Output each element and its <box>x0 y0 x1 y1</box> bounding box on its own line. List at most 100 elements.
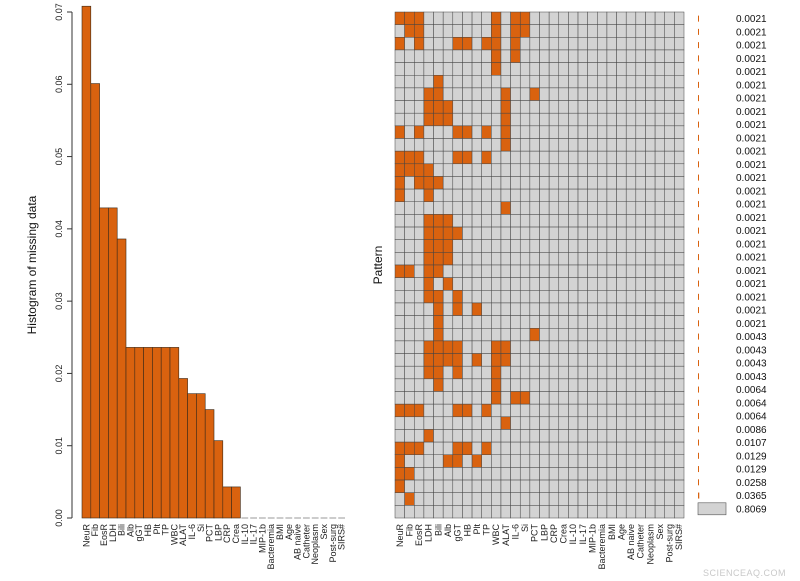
pattern-cell <box>414 403 425 418</box>
pattern-cell <box>462 264 473 278</box>
pattern-cell <box>452 492 463 506</box>
x-tick-label: Bili <box>117 524 127 536</box>
pattern-cell <box>442 87 454 101</box>
pattern-cell <box>423 75 434 89</box>
pattern-cell <box>577 479 588 493</box>
frequency-bar <box>698 479 699 486</box>
pattern-cell <box>606 75 617 89</box>
pattern-cell <box>625 353 637 367</box>
pattern-cell <box>394 112 405 127</box>
pattern-cell <box>674 49 685 63</box>
pattern-column-label: Fib <box>404 524 414 537</box>
frequency-bar <box>698 214 699 221</box>
frequency-bar <box>698 161 699 168</box>
pattern-cell <box>635 467 646 481</box>
pattern-cell <box>414 37 425 51</box>
frequency-label: 0.0021 <box>736 133 767 144</box>
pattern-cell <box>587 176 598 190</box>
pattern-cell <box>433 315 444 329</box>
pattern-cell <box>635 492 646 506</box>
pattern-cell <box>433 429 444 443</box>
pattern-cell <box>577 277 588 291</box>
pattern-cell <box>481 429 492 443</box>
pattern-cell <box>481 328 492 342</box>
pattern-cell <box>471 454 482 468</box>
pattern-cell <box>577 252 588 266</box>
pattern-cell <box>471 492 482 506</box>
pattern-cell <box>462 176 473 190</box>
pattern-cell <box>491 467 502 481</box>
pattern-cell <box>625 277 637 291</box>
pattern-cell <box>568 176 579 190</box>
pattern-cell <box>674 391 685 405</box>
pattern-cell <box>529 62 540 76</box>
pattern-cell <box>471 403 482 418</box>
pattern-cell <box>625 290 637 304</box>
pattern-cell <box>423 403 434 418</box>
frequency-label: 0.0129 <box>736 465 767 476</box>
pattern-cell <box>452 62 463 76</box>
pattern-cell <box>394 378 405 392</box>
pattern-cell <box>539 302 550 316</box>
pattern-cell <box>471 163 482 177</box>
pattern-cell <box>558 188 569 203</box>
pattern-cell <box>491 492 502 506</box>
pattern-cell <box>539 49 550 63</box>
pattern-cell <box>597 125 608 139</box>
pattern-cell <box>394 416 405 430</box>
pattern-cell <box>674 264 685 278</box>
pattern-column-label: Age <box>616 524 626 540</box>
pattern-cell <box>577 100 588 114</box>
pattern-cell <box>597 11 608 25</box>
pattern-cell <box>539 100 550 114</box>
pattern-cell <box>404 112 415 127</box>
pattern-cell <box>577 49 588 63</box>
pattern-cell <box>539 403 550 418</box>
pattern-cell <box>558 264 569 278</box>
pattern-cell <box>404 416 415 430</box>
pattern-cell <box>625 49 637 63</box>
pattern-cell <box>433 328 444 342</box>
pattern-cell <box>462 163 473 177</box>
pattern-cell <box>442 138 454 152</box>
pattern-cell <box>491 37 502 51</box>
pattern-cell <box>529 416 540 430</box>
missing-bar <box>134 347 144 519</box>
frequency-label: 0.0021 <box>736 67 767 78</box>
x-tick-label: Crea <box>231 524 241 544</box>
frequency-bar <box>698 227 699 234</box>
pattern-cell <box>635 479 646 493</box>
pattern-cell <box>404 353 415 367</box>
pattern-cell <box>510 11 521 25</box>
pattern-cell <box>471 214 482 228</box>
pattern-cell <box>548 112 560 127</box>
pattern-cell <box>462 340 473 354</box>
x-tick-label: EosR <box>99 524 109 547</box>
pattern-cell <box>616 441 627 456</box>
pattern-cell <box>491 378 502 392</box>
pattern-cell <box>471 138 482 152</box>
pattern-cell <box>414 163 425 177</box>
pattern-cell <box>462 365 473 380</box>
pattern-cell <box>404 188 415 203</box>
pattern-cell <box>597 441 608 456</box>
frequency-bar <box>698 134 699 141</box>
pattern-cell <box>568 214 579 228</box>
pattern-cell <box>442 100 454 114</box>
pattern-cell <box>664 150 675 165</box>
pattern-cell <box>587 391 598 405</box>
pattern-cell <box>529 315 540 329</box>
pattern-cell <box>404 214 415 228</box>
pattern-cell <box>462 24 473 38</box>
pattern-cell <box>414 479 425 493</box>
pattern-cell <box>606 378 617 392</box>
pattern-cell <box>500 391 511 405</box>
pattern-cell <box>539 214 550 228</box>
pattern-cell <box>510 315 521 329</box>
pattern-cell <box>568 302 579 316</box>
pattern-cell <box>645 252 656 266</box>
pattern-cell <box>587 75 598 89</box>
pattern-cell <box>481 403 492 418</box>
pattern-cell <box>529 176 540 190</box>
pattern-cell <box>481 505 492 519</box>
